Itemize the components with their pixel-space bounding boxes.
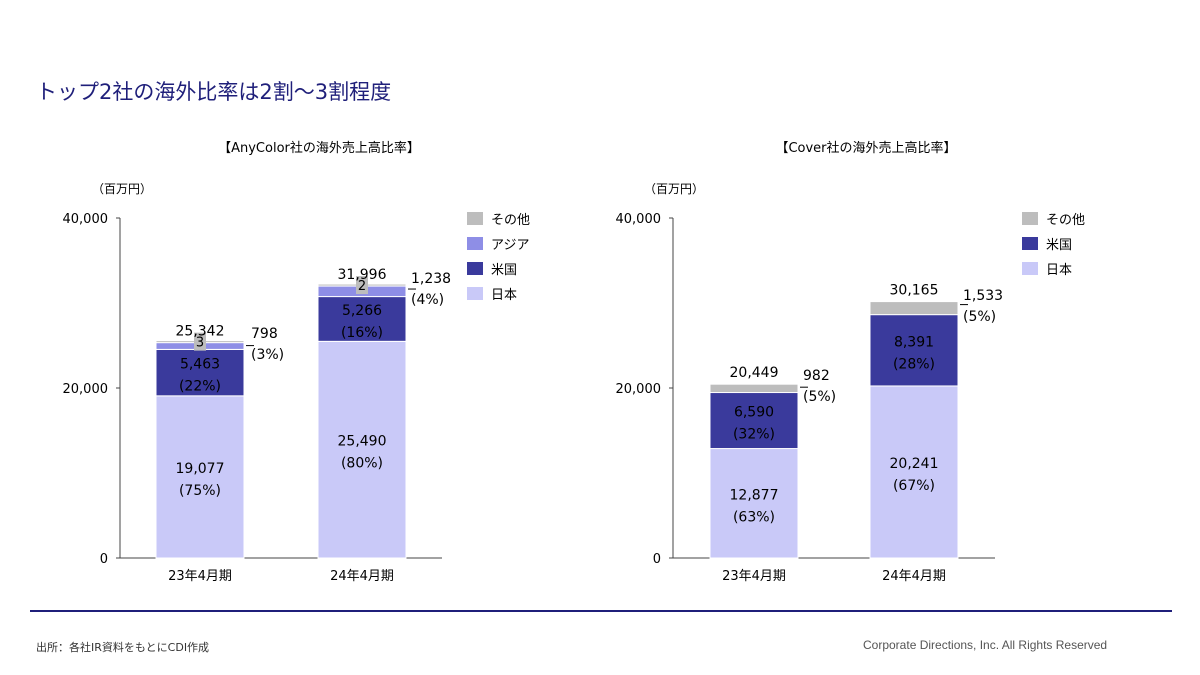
unit-label: （百万円） [92, 182, 152, 196]
legend-swatch-other [1022, 212, 1038, 225]
chart-title: 【Cover社の海外売上高比率】 [775, 140, 956, 156]
legend-label: その他 [491, 213, 530, 228]
x-category-label: 24年4月期 [330, 569, 394, 584]
source-note: 出所：各社IR資料をもとにCDI作成 [36, 641, 210, 654]
bar-percent-label: (28%) [893, 356, 935, 372]
y-tick-label: 40,000 [616, 212, 662, 227]
bar-segment-us [317, 296, 407, 342]
x-category-label: 24年4月期 [882, 569, 946, 584]
legend-label: 日本 [1046, 263, 1072, 278]
callout-value: 1,533 [963, 288, 1003, 304]
bar-value-label: 5,463 [180, 357, 220, 373]
bar-total-label: 25,342 [176, 324, 225, 340]
bar-total-label: 31,996 [338, 267, 387, 283]
legend-swatch-japan [467, 287, 483, 300]
legend-swatch-us [1022, 237, 1038, 250]
bar-segment-other [869, 301, 959, 316]
y-tick-label: 0 [100, 552, 108, 567]
bar-percent-label: (75%) [179, 483, 221, 499]
bar-segment-us [155, 348, 245, 397]
bar-value-label: 19,077 [176, 461, 225, 477]
legend-swatch-japan [1022, 262, 1038, 275]
bar-value-label: 5,266 [342, 303, 382, 319]
x-category-label: 23年4月期 [722, 569, 786, 584]
bar-percent-label: (80%) [341, 456, 383, 472]
bar-value-label: 6,590 [734, 405, 774, 421]
legend-label: アジア [491, 238, 529, 253]
other-value-box [356, 276, 368, 295]
y-tick-label: 20,000 [616, 382, 662, 397]
bar-value-label: 25,490 [338, 434, 387, 450]
other-value-box [194, 332, 206, 351]
bar-total-label: 20,449 [730, 365, 779, 381]
copyright-note: Corporate Directions, Inc. All Rights Re… [863, 638, 1108, 652]
other-value-label: 3 [196, 336, 204, 351]
bar-percent-label: (67%) [893, 478, 935, 494]
bar-segment-other [709, 383, 799, 394]
callout-percent: (3%) [251, 347, 284, 363]
y-tick-label: 20,000 [63, 382, 109, 397]
x-category-label: 23年4月期 [168, 569, 232, 584]
footer-divider [30, 610, 1172, 612]
bar-value-label: 8,391 [894, 334, 934, 350]
legend-label: 米国 [1046, 238, 1072, 253]
bar-total-label: 30,165 [890, 283, 939, 299]
callout-value: 982 [803, 368, 830, 384]
chart-title: 【AnyColor社の海外売上高比率】 [218, 140, 420, 156]
other-value-label: 2 [358, 279, 366, 294]
bar-value-label: 12,877 [730, 487, 779, 503]
bar-segment-japan [317, 340, 407, 559]
legend-swatch-us [467, 262, 483, 275]
legend-label: 米国 [491, 263, 517, 278]
bar-segment-us [709, 392, 799, 450]
callout-value: 798 [251, 326, 278, 342]
unit-label: （百万円） [644, 182, 704, 196]
legend-swatch-asia [467, 237, 483, 250]
bar-segment-japan [155, 395, 245, 559]
legend-label: その他 [1046, 213, 1085, 228]
y-tick-label: 0 [653, 552, 661, 567]
callout-percent: (4%) [411, 292, 444, 308]
bar-segment-us [869, 314, 959, 387]
callout-percent: (5%) [803, 389, 836, 405]
y-tick-label: 40,000 [63, 212, 109, 227]
bar-percent-label: (63%) [733, 509, 775, 525]
callout-percent: (5%) [963, 309, 996, 325]
bar-segment-japan [869, 385, 959, 559]
bar-percent-label: (32%) [733, 427, 775, 443]
bar-percent-label: (22%) [179, 379, 221, 395]
page-title: トップ2社の海外比率は2割～3割程度 [36, 80, 392, 104]
bar-value-label: 20,241 [890, 456, 939, 472]
legend-swatch-other [467, 212, 483, 225]
legend-label: 日本 [491, 288, 517, 303]
bar-percent-label: (16%) [341, 325, 383, 341]
callout-value: 1,238 [411, 271, 451, 287]
